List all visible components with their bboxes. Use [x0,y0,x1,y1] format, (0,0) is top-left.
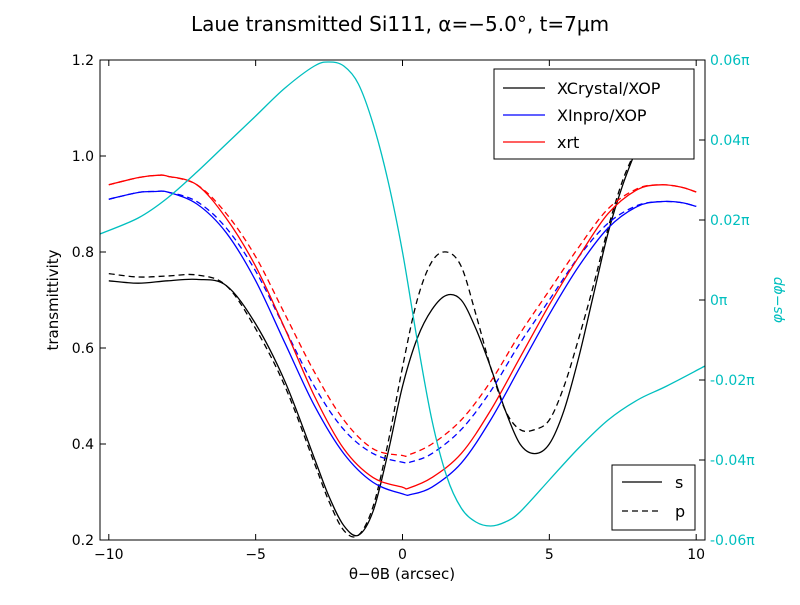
y-tick-label: 0.6 [72,341,94,357]
legend-pol-box [611,464,696,531]
series-line-xrt-s [108,174,697,490]
x-tick-label: 0 [398,547,407,563]
right-y-axis: -0.06π -0.04π -0.02π 0π 0.02π 0.04π 0.06π [699,53,755,549]
y-axis-label: transmittivity [44,249,62,350]
y-tick-label: 0.2 [72,533,94,549]
x-tick-label: −10 [94,547,124,563]
legend-series-box [493,68,695,160]
y-tick-label: 0.8 [72,245,94,261]
plot-curves [100,61,705,538]
legend-pol-label: p [675,502,685,521]
legend-series-label: XInpro/XOP [557,106,647,125]
legend-series-label: XCrystal/XOP [557,79,661,98]
y-right-tick-label: -0.02π [710,373,755,389]
x-axis: −10 −5 0 5 10 [94,60,705,563]
legend-series-label: xrt [557,133,579,152]
legend-polarization: sp [611,464,696,531]
x-axis-label: θ−θB (arcsec) [349,565,455,583]
chart-title: Laue transmitted Si111, α=−5.0°, t=7μm [191,12,609,36]
y-right-tick-label: 0.06π [710,53,750,69]
chart-title-text: Laue transmitted Si111, α=−5.0°, t=7μm [191,12,609,36]
legend-series: XCrystal/XOP XInpro/XOP xrt [493,68,695,160]
series-line-xcrystal-xop-p [108,146,639,538]
x-tick-label: 5 [545,547,554,563]
y-tick-label: 0.4 [72,437,94,453]
y-tick-label: 1.2 [72,53,94,69]
y-right-tick-label: 0.04π [710,133,750,149]
y-right-tick-label: -0.04π [710,453,755,469]
series-line-phase [100,61,705,527]
y-axis-label-right: φs−φp [770,277,786,323]
x-tick-label: −5 [245,547,266,563]
y-right-tick-label: 0.02π [710,213,750,229]
x-tick-label: 10 [687,547,705,563]
y-right-tick-label: -0.06π [710,533,755,549]
series-line-xcrystal-xop-s [108,146,639,537]
y-tick-label: 1.0 [72,149,94,165]
y-right-tick-label: 0π [710,293,728,309]
legend-pol-label: s [675,473,683,492]
series-line-xinpro-xop-s [108,190,697,496]
left-y-axis: 0.2 0.4 0.6 0.8 1.0 1.2 [72,53,106,549]
series-line-xrt-p [108,174,697,458]
